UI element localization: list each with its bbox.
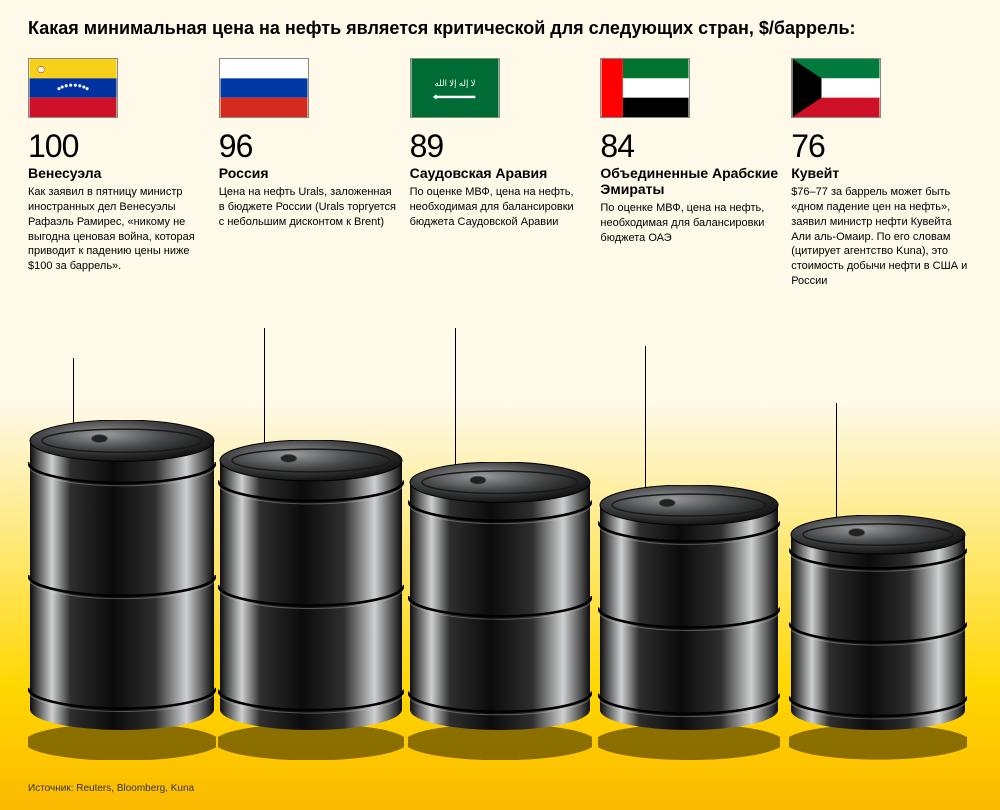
source-text: Источник: Reuters, Bloomberg, Kuna — [28, 783, 194, 794]
barrel-slot — [28, 420, 217, 760]
barrel-slot — [217, 440, 406, 760]
flag-icon — [28, 58, 118, 118]
country-column: 76 Кувейт $76–77 за баррель может быть «… — [791, 58, 972, 289]
country-column: 84 Объединенные Арабские Эмираты По оцен… — [600, 58, 781, 289]
flag-icon: لا إله إلا الله — [410, 58, 500, 118]
price-value: 84 — [600, 128, 781, 165]
price-value: 76 — [791, 128, 972, 165]
country-name: Россия — [219, 165, 400, 181]
page-title: Какая минимальная цена на нефть является… — [28, 18, 856, 39]
country-column: لا إله إلا الله 89 Саудовская Аравия По … — [410, 58, 591, 289]
barrel-slot — [783, 515, 972, 760]
country-desc: По оценке МВФ, цена на нефть, необходима… — [410, 185, 591, 230]
barrel-icon — [218, 440, 404, 760]
country-name: Венесуэла — [28, 165, 209, 181]
price-value: 100 — [28, 128, 209, 165]
svg-text:لا إله إلا الله: لا إله إلا الله — [434, 78, 475, 89]
barrel-icon — [598, 485, 780, 760]
barrel-icon — [789, 515, 967, 760]
barrel-icon — [408, 462, 592, 760]
barrel-icon — [28, 420, 216, 760]
price-value: 89 — [410, 128, 591, 165]
country-desc: Цена на нефть Urals, заложенная в бюджет… — [219, 185, 400, 230]
barrel-slot — [594, 485, 783, 760]
country-name: Саудовская Аравия — [410, 165, 591, 181]
flag-icon — [219, 58, 309, 118]
flag-icon — [600, 58, 690, 118]
country-name: Кувейт — [791, 165, 972, 181]
country-desc: Как заявил в пятницу министр иностранных… — [28, 185, 209, 274]
flag-icon — [791, 58, 881, 118]
country-column: 100 Венесуэла Как заявил в пятницу минис… — [28, 58, 209, 289]
country-column: 96 Россия Цена на нефть Urals, заложенна… — [219, 58, 400, 289]
country-name: Объединенные Арабские Эмираты — [600, 165, 781, 197]
price-value: 96 — [219, 128, 400, 165]
barrel-slot — [406, 462, 595, 760]
country-desc: $76–77 за баррель может быть «дном паден… — [791, 185, 972, 289]
country-desc: По оценке МВФ, цена на нефть, необходима… — [600, 201, 781, 246]
barrels-container — [28, 410, 972, 760]
columns-container: 100 Венесуэла Как заявил в пятницу минис… — [28, 58, 972, 289]
